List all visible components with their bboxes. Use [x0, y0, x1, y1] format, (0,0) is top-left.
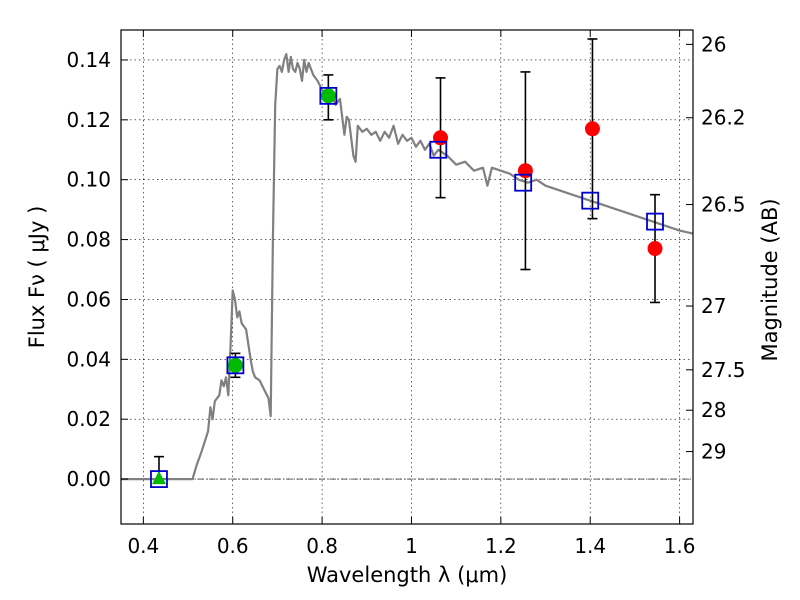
y-tick-label: 0.04 — [66, 347, 111, 371]
y-tick-label: 0.08 — [66, 228, 111, 252]
y2-tick-label: 26.2 — [701, 106, 746, 130]
y2-tick-label: 26.5 — [701, 193, 746, 217]
detection-point — [320, 88, 336, 104]
y2-axis-label: Magnitude (AB) — [758, 198, 782, 361]
y2-axis-ticks: 26 26.2 26.5 27 27.5 28 29 — [686, 32, 746, 464]
model-band-marker — [319, 86, 338, 105]
model-band-marker — [646, 212, 664, 231]
x-tick-label: 0.8 — [306, 534, 338, 558]
model-band-marker — [514, 173, 533, 192]
x-tick-label: 1.4 — [574, 534, 606, 558]
grid — [121, 30, 693, 524]
low-significance-point — [584, 121, 600, 137]
detection-point — [227, 357, 243, 373]
x-axis-ticks: 0.4 0.6 0.8 1 1.2 1.4 1.6 — [127, 30, 696, 558]
y-axis-label: Flux Fν ( μJy ) — [25, 206, 49, 349]
y-tick-label: 0.06 — [66, 287, 111, 311]
x-tick-label: 1.6 — [664, 534, 696, 558]
x-tick-label: 1.2 — [485, 534, 517, 558]
x-tick-label: 0.6 — [217, 534, 249, 558]
y2-tick-label: 26 — [701, 32, 726, 56]
model-band-marker — [429, 140, 448, 159]
low-significance-point — [647, 241, 663, 257]
model-sed-line — [121, 52, 693, 481]
model-sed-series — [121, 52, 693, 481]
model-band-marker — [150, 470, 168, 488]
y2-tick-label: 27.5 — [701, 358, 746, 382]
non-detection-point — [151, 471, 166, 485]
y-tick-label: 0.00 — [66, 467, 111, 491]
model-band-marker — [581, 191, 600, 210]
x-axis-label: Wavelength λ (μm) — [307, 563, 508, 587]
y2-tick-label: 27 — [701, 294, 726, 318]
y-axis-ticks: 0.00 0.02 0.04 0.06 0.08 0.10 0.12 0.14 — [66, 48, 128, 491]
x-tick-label: 1 — [405, 534, 418, 558]
data-points — [150, 86, 664, 488]
y2-tick-label: 28 — [701, 398, 726, 422]
y-tick-label: 0.12 — [66, 108, 111, 132]
y-tick-label: 0.10 — [66, 168, 111, 192]
plot-frame — [120, 29, 694, 525]
x-tick-label: 0.4 — [127, 534, 159, 558]
model-band-marker — [226, 356, 245, 375]
y-tick-label: 0.14 — [66, 48, 111, 72]
y2-tick-label: 29 — [701, 440, 726, 464]
y-tick-label: 0.02 — [66, 407, 111, 431]
